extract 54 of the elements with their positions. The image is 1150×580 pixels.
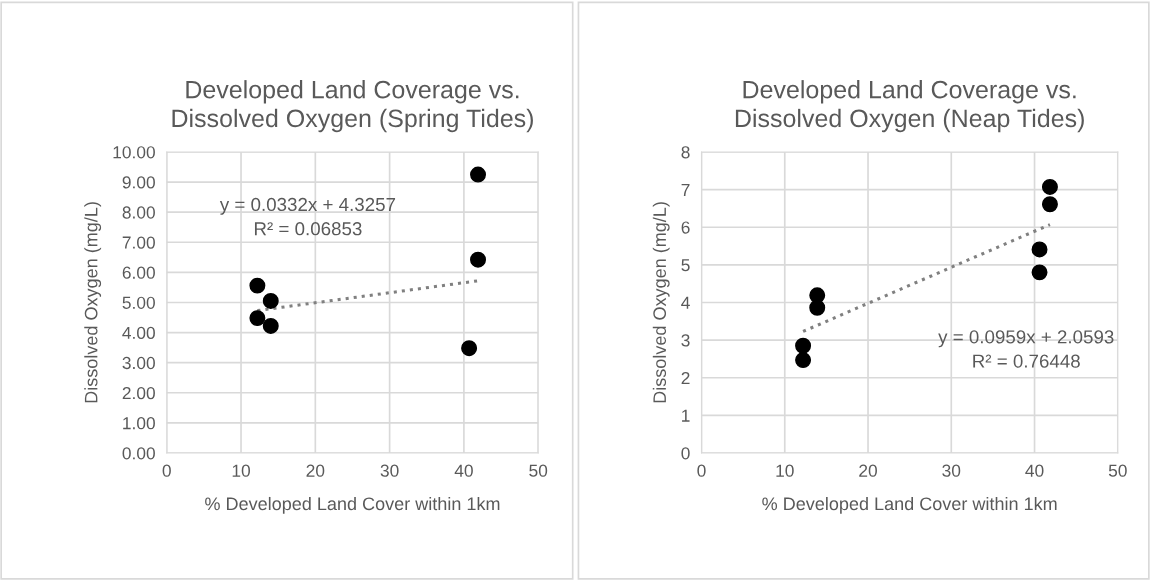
point <box>795 337 812 354</box>
y-tick-label: 4 <box>681 296 690 309</box>
y-tick-label: 7 <box>681 183 690 196</box>
y-tick-label: 9.00 <box>122 176 155 189</box>
annotation: y = 0.0332x + 4.3257 R² = 0.06853 <box>219 197 396 236</box>
y-tick-label: 8.00 <box>122 206 155 219</box>
y-tick-label: 1.00 <box>123 417 155 430</box>
x-tick-label: 50 <box>1108 464 1127 477</box>
x-tick-label: 0 <box>697 464 706 477</box>
y-tick-label: 5 <box>681 259 690 272</box>
y-tick-label: 10.00 <box>113 146 155 159</box>
x-axis-title: % Developed Land Cover within 1km <box>205 496 500 514</box>
y-tick-label: 1 <box>682 409 690 422</box>
y-tick-label: 0.00 <box>122 447 155 460</box>
y-tick-label: 6 <box>681 221 690 234</box>
point <box>461 340 478 357</box>
point <box>1031 241 1048 258</box>
point <box>470 251 487 268</box>
chart-title: Developed Land Coverage vs. Dissolved Oxygen (Neap Tides) <box>735 80 1084 133</box>
y-tick-label: 6.00 <box>122 266 155 279</box>
y-tick-label: 3.00 <box>122 356 155 370</box>
x-tick-label: 0 <box>162 464 171 477</box>
y-tick-label: 4.00 <box>122 326 155 340</box>
point <box>1041 178 1058 195</box>
point <box>470 166 487 183</box>
y-tick-label: 0 <box>681 447 690 460</box>
point <box>795 352 812 369</box>
y-tick-label: 3 <box>681 334 690 347</box>
chart-title: Developed Land Coverage vs. Dissolved Oxygen (Spring Tides) <box>172 80 533 133</box>
annotation: y = 0.0959x + 2.0593 R² = 0.76448 <box>938 330 1114 368</box>
y-tick-label: 5.00 <box>122 296 155 309</box>
y-axis-title: Dissolved Oxygen (mg/L) <box>84 202 102 403</box>
point <box>1041 196 1058 213</box>
x-tick-label: 40 <box>1025 464 1044 477</box>
point <box>1031 264 1048 281</box>
point <box>249 310 266 327</box>
y-tick-label: 2.00 <box>122 386 155 400</box>
x-axis-title: % Developed Land Cover within 1km <box>762 496 1057 514</box>
point <box>262 292 279 309</box>
point <box>249 277 266 294</box>
x-tick-label: 30 <box>380 464 399 477</box>
x-tick-label: 50 <box>529 464 548 477</box>
x-tick-label: 40 <box>454 464 473 477</box>
y-tick-label: 7.00 <box>122 236 155 249</box>
x-tick-label: 20 <box>859 464 877 477</box>
x-tick-label: 10 <box>776 464 794 477</box>
y-axis-title: Dissolved Oxygen (mg/L) <box>652 202 670 403</box>
x-tick-label: 20 <box>306 464 325 477</box>
x-tick-label: 10 <box>232 464 251 477</box>
y-tick-label: 2 <box>681 371 690 385</box>
point <box>809 299 826 316</box>
y-tick-label: 8 <box>681 146 690 159</box>
x-tick-label: 30 <box>942 464 961 477</box>
point <box>262 317 279 334</box>
